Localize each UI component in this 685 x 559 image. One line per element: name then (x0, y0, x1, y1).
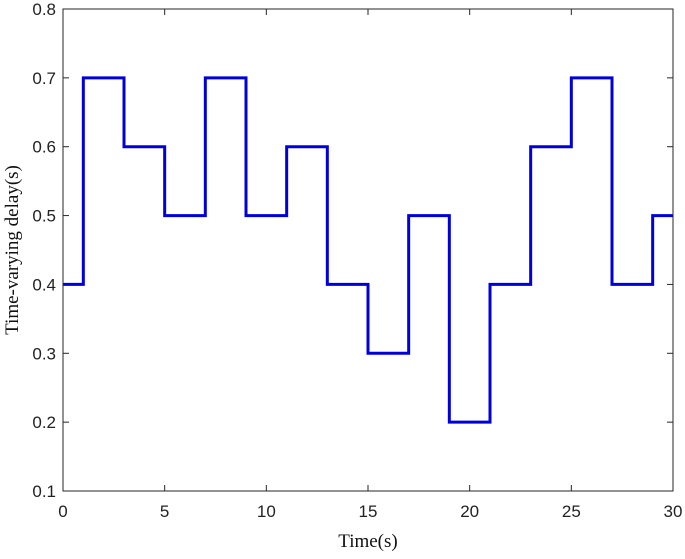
x-tick-label: 25 (562, 502, 581, 521)
x-tick-label: 15 (359, 502, 378, 521)
x-tick-label: 5 (160, 502, 169, 521)
y-tick-label: 0.6 (32, 138, 56, 157)
y-tick-label: 0.7 (32, 69, 56, 88)
step-series-line (63, 76, 673, 424)
x-tick-label: 0 (58, 502, 67, 521)
plot-frame (62, 8, 674, 492)
plot-area-background (63, 9, 673, 491)
x-tick-label: 30 (664, 502, 683, 521)
series-layer (63, 76, 673, 424)
x-tick-label: 20 (460, 502, 479, 521)
ticks-layer: 0 5 10 15 20 25 30 0.1 0.2 0.3 0.4 0.5 0.6 0.7 0.8 (32, 0, 682, 521)
x-tick-label: 10 (257, 502, 276, 521)
x-axis-title: Time(s) (338, 531, 397, 552)
y-tick-label: 0.5 (32, 207, 56, 226)
y-tick-label: 0.8 (32, 0, 56, 19)
y-tick-label: 0.4 (32, 275, 56, 294)
y-tick-label: 0.3 (32, 344, 56, 363)
y-axis-title: Time-varying delay(s) (2, 165, 23, 335)
y-tick-label: 0.2 (32, 413, 56, 432)
y-tick-label: 0.1 (32, 482, 56, 501)
